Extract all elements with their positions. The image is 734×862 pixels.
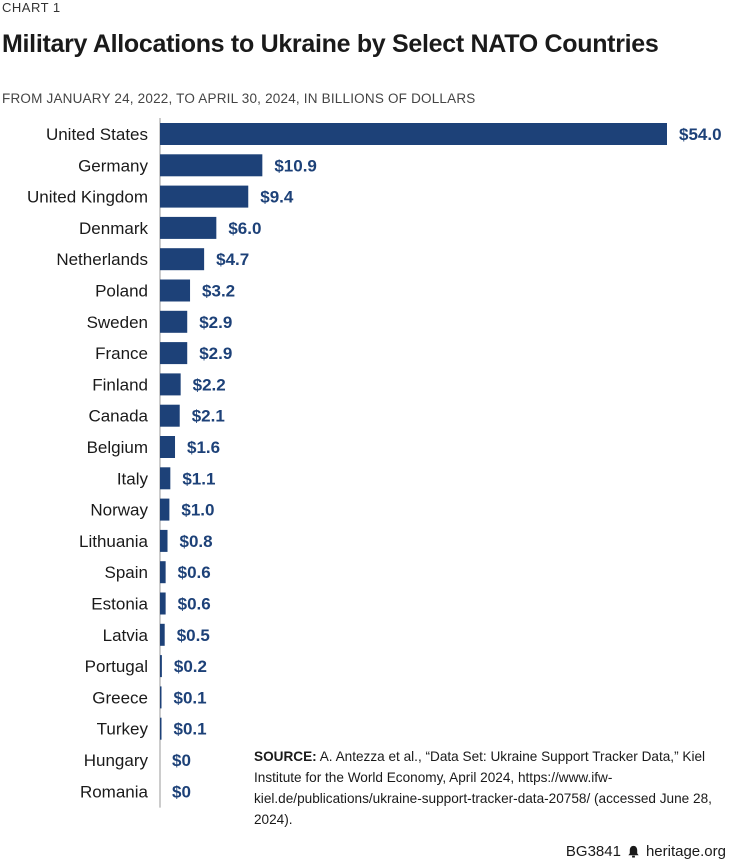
bar-sweden [160, 310, 188, 333]
value-label-germany: $10.9 [274, 156, 317, 175]
category-label-germany: Germany [78, 156, 148, 175]
category-label-spain: Spain [105, 563, 148, 582]
value-label-hungary: $0 [172, 751, 191, 770]
bar-estonia [160, 592, 166, 615]
bar-germany [160, 154, 263, 177]
value-label-romania: $0 [172, 782, 191, 801]
value-label-lithuania: $0.8 [180, 532, 213, 551]
source-text: A. Antezza et al., “Data Set: Ukraine Su… [254, 749, 712, 827]
category-label-france: France [95, 344, 148, 363]
bar-lithuania [160, 529, 168, 552]
category-label-canada: Canada [88, 407, 148, 426]
category-label-poland: Poland [95, 282, 148, 301]
category-label-hungary: Hungary [84, 751, 149, 770]
value-label-latvia: $0.5 [177, 626, 210, 645]
report-code: BG3841 [565, 843, 621, 860]
category-label-portugal: Portugal [85, 657, 148, 676]
bar-latvia [160, 623, 165, 646]
category-label-italy: Italy [117, 469, 149, 488]
bar-greece [160, 686, 162, 709]
source-note: SOURCE: A. Antezza et al., “Data Set: Uk… [254, 746, 732, 830]
category-label-estonia: Estonia [91, 595, 148, 614]
category-label-netherlands: Netherlands [56, 250, 148, 269]
bar-united-kingdom [160, 185, 249, 208]
category-label-greece: Greece [92, 688, 148, 707]
value-label-united-kingdom: $9.4 [260, 188, 294, 207]
bar-italy [160, 467, 171, 490]
bar-netherlands [160, 248, 205, 271]
value-label-poland: $3.2 [202, 282, 235, 301]
category-label-united-states: United States [46, 125, 148, 144]
value-label-canada: $2.1 [192, 407, 225, 426]
value-label-norway: $1.0 [181, 501, 214, 520]
value-label-united-states: $54.0 [679, 125, 722, 144]
bar-finland [160, 373, 181, 396]
bar-chart: United States $54.0 Germany $10.9 United Kin… [27, 118, 722, 808]
value-label-greece: $0.1 [174, 688, 207, 707]
chart-title: Military Allocations to Ukraine by Selec… [2, 30, 659, 58]
value-label-finland: $2.2 [193, 375, 226, 394]
bar-canada [160, 404, 180, 427]
bar-france [160, 342, 188, 365]
value-label-spain: $0.6 [178, 563, 211, 582]
value-label-netherlands: $4.7 [216, 250, 249, 269]
footer: BG3841 heritage.org [566, 843, 726, 860]
category-label-denmark: Denmark [79, 219, 148, 238]
category-label-sweden: Sweden [87, 313, 148, 332]
chart-subtitle: FROM JANUARY 24, 2022, TO APRIL 30, 2024… [2, 91, 476, 106]
category-label-finland: Finland [92, 375, 148, 394]
bar-norway [160, 498, 170, 521]
category-label-norway: Norway [90, 501, 148, 520]
value-label-estonia: $0.6 [178, 595, 211, 614]
category-label-lithuania: Lithuania [79, 532, 149, 551]
bar-spain [160, 561, 166, 584]
bell-icon [628, 845, 639, 858]
value-label-belgium: $1.6 [187, 438, 220, 457]
bar-belgium [160, 436, 176, 458]
category-label-latvia: Latvia [103, 626, 149, 645]
value-label-turkey: $0.1 [174, 720, 207, 739]
bar-denmark [160, 216, 217, 239]
bar-united-states [160, 123, 667, 145]
source-label: SOURCE: [254, 749, 317, 764]
value-label-italy: $1.1 [182, 469, 215, 488]
category-label-united-kingdom: United Kingdom [27, 188, 148, 207]
value-label-france: $2.9 [199, 344, 232, 363]
site-name[interactable]: heritage.org [645, 843, 726, 860]
category-label-belgium: Belgium [87, 438, 148, 457]
value-label-sweden: $2.9 [199, 313, 232, 332]
category-label-turkey: Turkey [97, 720, 149, 739]
bar-poland [160, 279, 191, 302]
bar-turkey [160, 717, 162, 740]
chart-number: CHART 1 [2, 0, 61, 15]
bar-portugal [160, 655, 162, 678]
value-label-denmark: $6.0 [228, 219, 261, 238]
value-label-portugal: $0.2 [174, 657, 207, 676]
category-label-romania: Romania [80, 782, 149, 801]
